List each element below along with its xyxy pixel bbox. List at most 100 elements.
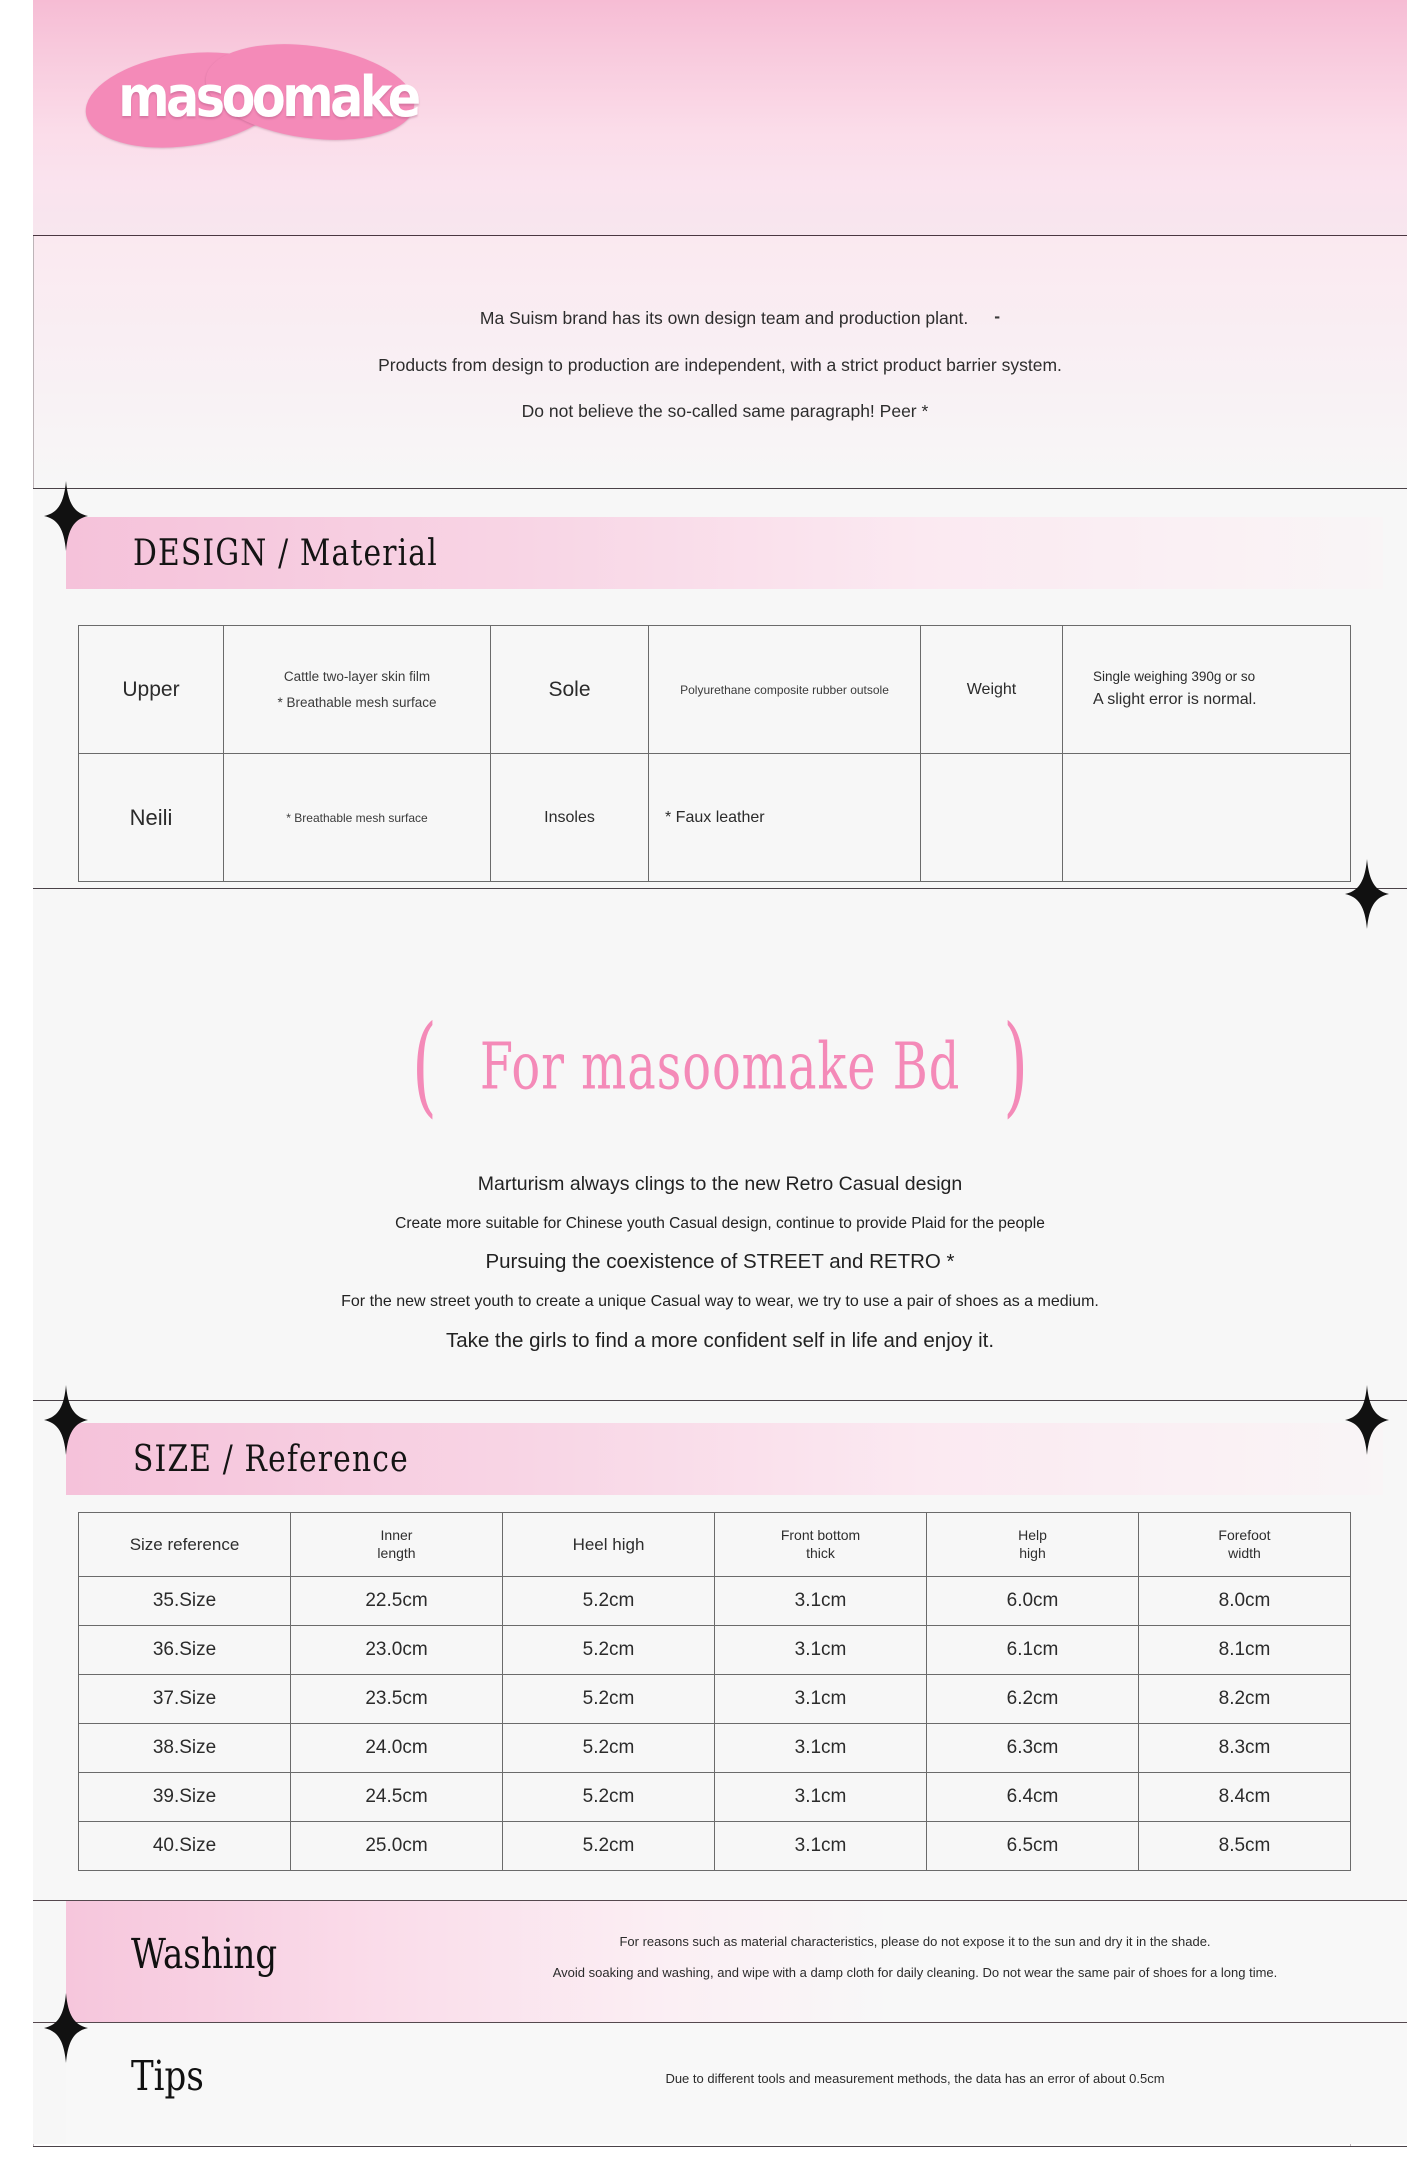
washing-section: Washing For reasons such as material cha… <box>33 1900 1407 2022</box>
tips-note-1: Due to different tools and measurement m… <box>665 2071 1165 2086</box>
size-header-help-high-line1: Help <box>1018 1527 1047 1543</box>
size-header-help-high-line2: high <box>1019 1544 1046 1561</box>
table-row: 38.Size 24.0cm 5.2cm 3.1cm 6.3cm 8.3cm <box>78 1723 1351 1773</box>
size-cell: 38.Size <box>78 1723 291 1773</box>
paren-close: ) <box>1003 1004 1029 1130</box>
washing-title: Washing <box>131 1931 278 1979</box>
size-cell: 36.Size <box>78 1625 291 1675</box>
material-upper-detail-1: Cattle two-layer skin film <box>283 668 431 684</box>
brand-statement-headline: (For masoomake Bd) <box>33 1004 1407 1130</box>
size-cell: 6.4cm <box>926 1772 1139 1822</box>
size-cell: 23.5cm <box>290 1674 503 1724</box>
intro-line-1: Ma Suism brand has its own design team a… <box>33 306 1407 328</box>
design-section-title: DESIGN / Material <box>133 531 438 575</box>
material-sole-label: Sole <box>490 625 649 754</box>
table-row: 36.Size 23.0cm 5.2cm 3.1cm 6.1cm 8.1cm <box>78 1625 1351 1675</box>
size-header-heel-high-line1: Heel high <box>572 1534 645 1554</box>
material-weight-detail-2: A slight error is normal. <box>1093 690 1257 708</box>
size-cell: 37.Size <box>78 1674 291 1724</box>
size-cell: 5.2cm <box>502 1772 715 1822</box>
size-cell: 35.Size <box>78 1576 291 1626</box>
material-neili-detail: * Breathable mesh surface <box>223 753 491 882</box>
washing-notes: For reasons such as material characteris… <box>463 1927 1367 1988</box>
brand-header: masoomake <box>33 0 1407 236</box>
brand-statement-lines: Marturism always clings to the new Retro… <box>33 1174 1407 1372</box>
brand-logo: masoomake <box>79 31 425 160</box>
size-cell: 6.1cm <box>926 1625 1139 1675</box>
tips-section: Tips Due to different tools and measurem… <box>33 1993 1407 2144</box>
design-section-banner: DESIGN / Material <box>66 517 1383 589</box>
size-cell: 6.3cm <box>926 1723 1139 1773</box>
material-empty-cell-2 <box>1062 753 1351 882</box>
size-cell: 3.1cm <box>714 1821 927 1871</box>
logo-wordmark: masoomake <box>118 65 421 130</box>
table-row: Neili * Breathable mesh surface Insoles … <box>78 753 1351 882</box>
tips-notes: Due to different tools and measurement m… <box>463 2049 1367 2087</box>
material-upper-label: Upper <box>78 625 224 754</box>
material-insoles-detail: * Faux leather <box>648 753 921 882</box>
table-row: Upper Cattle two-layer skin film * Breat… <box>78 625 1351 754</box>
size-cell: 25.0cm <box>290 1821 503 1871</box>
size-cell: 8.3cm <box>1138 1723 1351 1773</box>
tips-title: Tips <box>131 2053 204 2101</box>
intro-line-2: Products from design to production are i… <box>378 354 1062 375</box>
intro-line-3: Do not believe the so-called same paragr… <box>521 401 929 421</box>
material-insoles-label: Insoles <box>490 753 649 882</box>
size-section-title: SIZE / Reference <box>133 1437 409 1481</box>
size-cell: 8.0cm <box>1138 1576 1351 1626</box>
brand-headline-text: For masoomake Bd <box>479 1029 961 1105</box>
size-cell: 3.1cm <box>714 1772 927 1822</box>
size-cell: 8.1cm <box>1138 1625 1351 1675</box>
size-cell: 5.2cm <box>502 1625 715 1675</box>
size-header-forefoot-width-line2: width <box>1228 1544 1261 1561</box>
material-neili-label: Neili <box>78 753 224 882</box>
size-cell: 8.4cm <box>1138 1772 1351 1822</box>
size-cell: 3.1cm <box>714 1576 927 1626</box>
size-cell: 5.2cm <box>502 1723 715 1773</box>
brand-line-4: For the new street youth to create a uni… <box>341 1292 1099 1310</box>
washing-note-2: Avoid soaking and washing, and wipe with… <box>552 1964 1278 1980</box>
size-header-front-bottom-thick: Front bottom thick <box>714 1512 927 1577</box>
intro-dash-mark: - <box>994 306 1001 326</box>
intro-block: Ma Suism brand has its own design team a… <box>33 236 1407 488</box>
size-table-wrap: Size reference Inner length Heel high Fr… <box>78 1512 1351 1871</box>
material-weight-detail: Single weighing 390g or so A slight erro… <box>1062 625 1351 754</box>
size-cell: 3.1cm <box>714 1625 927 1675</box>
material-weight-detail-1: Single weighing 390g or so <box>1093 669 1256 685</box>
material-empty-cell-1 <box>920 753 1063 882</box>
size-cell: 8.5cm <box>1138 1821 1351 1871</box>
size-header-front-bottom-thick-line2: thick <box>806 1544 835 1561</box>
table-row: 37.Size 23.5cm 5.2cm 3.1cm 6.2cm 8.2cm <box>78 1674 1351 1724</box>
size-cell: 24.5cm <box>290 1772 503 1822</box>
size-cell: 6.2cm <box>926 1674 1139 1724</box>
size-header-heel-high: Heel high <box>502 1512 715 1577</box>
size-table: Size reference Inner length Heel high Fr… <box>78 1512 1351 1871</box>
table-row: 40.Size 25.0cm 5.2cm 3.1cm 6.5cm 8.5cm <box>78 1821 1351 1871</box>
brand-statement-section <box>33 859 1407 1400</box>
size-cell: 6.5cm <box>926 1821 1139 1871</box>
size-header-inner-length: Inner length <box>290 1512 503 1577</box>
bottom-divider <box>33 2146 1407 2147</box>
material-upper-detail-2: * Breathable mesh surface <box>277 694 437 710</box>
size-cell: 40.Size <box>78 1821 291 1871</box>
size-header-forefoot-width: Forefoot width <box>1138 1512 1351 1577</box>
size-header-help-high: Help high <box>926 1512 1139 1577</box>
size-header-inner-length-line1: Inner <box>380 1527 413 1543</box>
size-cell: 8.2cm <box>1138 1674 1351 1724</box>
size-header-size-reference-line1: Size reference <box>129 1534 240 1554</box>
size-cell: 5.2cm <box>502 1576 715 1626</box>
size-cell: 5.2cm <box>502 1674 715 1724</box>
size-cell: 5.2cm <box>502 1821 715 1871</box>
size-table-header-row: Size reference Inner length Heel high Fr… <box>78 1512 1351 1577</box>
size-header-forefoot-width-line1: Forefoot <box>1218 1527 1271 1543</box>
size-cell: 6.0cm <box>926 1576 1139 1626</box>
size-header-inner-length-line2: length <box>377 1544 416 1561</box>
table-row: 35.Size 22.5cm 5.2cm 3.1cm 6.0cm 8.0cm <box>78 1576 1351 1626</box>
material-table: Upper Cattle two-layer skin film * Breat… <box>78 625 1351 882</box>
size-cell: 24.0cm <box>290 1723 503 1773</box>
size-cell: 22.5cm <box>290 1576 503 1626</box>
size-cell: 3.1cm <box>714 1674 927 1724</box>
material-weight-label: Weight <box>920 625 1063 754</box>
table-row: 39.Size 24.5cm 5.2cm 3.1cm 6.4cm 8.4cm <box>78 1772 1351 1822</box>
